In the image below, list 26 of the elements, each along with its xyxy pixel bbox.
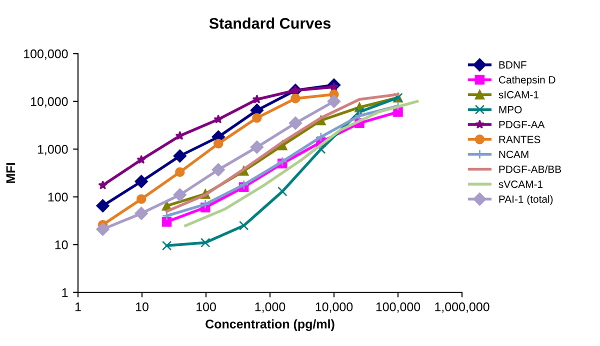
x-axis-title: Concentration (pg/ml) xyxy=(206,319,334,332)
legend-label: BDNF xyxy=(499,61,526,68)
legend-label: Cathepsin D xyxy=(498,76,556,86)
x-tick-label: 100,000 xyxy=(376,302,420,313)
x-tick-label: 100 xyxy=(196,302,216,312)
y-tick-label: 10,000 xyxy=(31,97,68,108)
x-tick-label: 1 xyxy=(75,302,81,312)
legend-label: PAI-1 (total) xyxy=(499,195,553,205)
chart-title: Standard Curves xyxy=(209,18,331,29)
y-axis-title: MFI xyxy=(6,163,15,183)
y-tick-label: 100,000 xyxy=(24,49,68,60)
x-tick-label: 10 xyxy=(136,302,148,312)
legend-label: sICAM-1 xyxy=(498,91,538,98)
legend-label: PDGF-AB/BB xyxy=(499,165,561,174)
x-tick-label: 1,000 xyxy=(255,302,286,313)
legend-label: sVCAM-1 xyxy=(498,180,543,188)
legend-label: RANTES xyxy=(499,136,540,144)
legend-label: MPO xyxy=(499,106,522,114)
legend-label: PDGF-AA xyxy=(499,120,545,128)
y-tick-label: 100 xyxy=(48,192,68,202)
x-tick-label: 1,000,000 xyxy=(435,302,490,313)
y-tick-label: 1,000 xyxy=(38,144,68,156)
legend-label: NCAM xyxy=(499,150,528,158)
y-tick-label: 1 xyxy=(62,288,68,297)
x-tick-label: 10,000 xyxy=(316,302,353,313)
y-tick-label: 10 xyxy=(55,240,68,250)
